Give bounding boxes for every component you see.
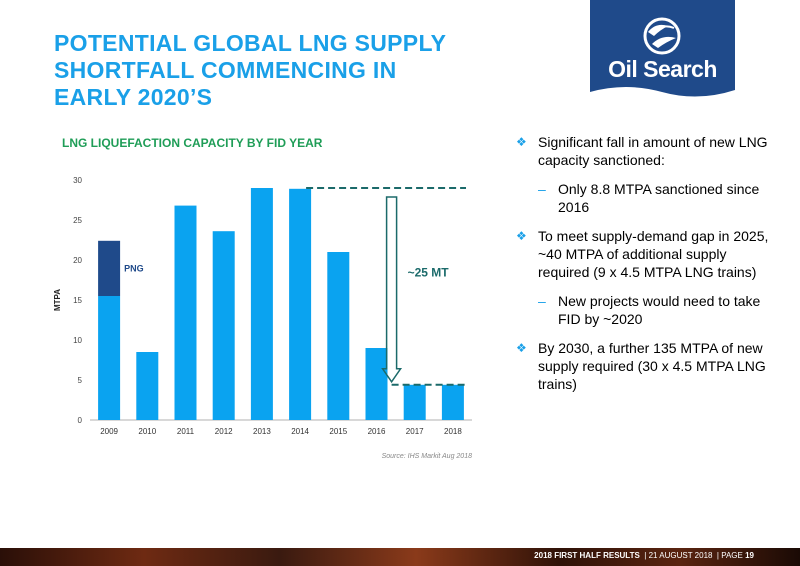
sub-bullet-text: New projects would need to take FID by ~…	[558, 293, 761, 327]
y-tick-label: 15	[73, 296, 82, 305]
x-tick-label: 2010	[138, 427, 156, 436]
y-axis-label: MTPA	[53, 289, 62, 311]
diamond-bullet-icon: ❖	[516, 229, 527, 243]
y-tick-label: 0	[78, 416, 83, 425]
dash-bullet-icon: –	[538, 181, 546, 197]
title-line-1: POTENTIAL GLOBAL LNG SUPPLY	[54, 30, 447, 56]
sub-bullet-text: Only 8.8 MTPA sanctioned since 2016	[558, 181, 760, 215]
bar-2017	[403, 384, 426, 420]
x-tick-label: 2017	[406, 427, 424, 436]
x-tick-label: 2013	[253, 427, 271, 436]
bullet-list: ❖ Significant fall in amount of new LNG c…	[510, 133, 780, 404]
bar-2011	[174, 205, 197, 420]
y-tick-label: 10	[73, 336, 82, 345]
x-tick-label: 2018	[444, 427, 462, 436]
footer-page-number: 19	[745, 551, 754, 560]
sub-bullet-item: – Only 8.8 MTPA sanctioned since 2016	[510, 180, 780, 216]
bar-2014	[289, 188, 312, 420]
oil-search-logo: Oil Search	[590, 0, 735, 104]
y-tick-label: 30	[73, 176, 82, 185]
logo-mark-icon	[590, 17, 735, 104]
bullet-text: To meet supply-demand gap in 2025, ~40 M…	[538, 228, 769, 280]
footer-label: 2018 FIRST HALF RESULTS	[534, 551, 640, 560]
x-tick-label: 2009	[100, 427, 118, 436]
bar-2016	[365, 348, 388, 420]
bullet-item: ❖ To meet supply-demand gap in 2025, ~40 …	[510, 227, 780, 281]
bullet-text: Significant fall in amount of new LNG ca…	[538, 134, 768, 168]
logo-text: Oil Search	[608, 56, 717, 82]
shortfall-arrow-icon	[381, 196, 403, 384]
x-tick-label: 2012	[215, 427, 233, 436]
chart-title: LNG LIQUEFACTION CAPACITY BY FID YEAR	[62, 136, 323, 150]
diamond-bullet-icon: ❖	[516, 135, 527, 149]
x-tick-label: 2015	[329, 427, 347, 436]
sub-bullet-item: – New projects would need to take FID by …	[510, 292, 780, 328]
footer-bar: 2018 FIRST HALF RESULTS | 21 AUGUST 2018…	[0, 548, 800, 566]
title-line-2: SHORTFALL COMMENCING IN	[54, 57, 397, 83]
x-tick-label: 2011	[177, 427, 195, 436]
footer-text: 2018 FIRST HALF RESULTS | 21 AUGUST 2018…	[534, 551, 754, 560]
shortfall-annotation: ~25 MT	[408, 265, 450, 279]
bullet-text: By 2030, a further 135 MTPA of new suppl…	[538, 340, 766, 392]
y-tick-label: 20	[73, 256, 82, 265]
bar-png-2009	[98, 240, 121, 296]
capacity-bar-chart: 0 5 10 15 20 25 30 MTPA 2009 2010 2011 2012 2013 2014…	[53, 176, 473, 460]
png-series-label: PNG	[124, 263, 144, 273]
footer-page-label: PAGE	[721, 551, 743, 560]
bullet-item: ❖ By 2030, a further 135 MTPA of new supp…	[510, 339, 780, 393]
dash-bullet-icon: –	[538, 293, 546, 309]
diamond-bullet-icon: ❖	[516, 341, 527, 355]
bar-2013	[250, 188, 273, 420]
bullet-item: ❖ Significant fall in amount of new LNG c…	[510, 133, 780, 169]
bar-2015	[327, 252, 350, 420]
bar-2009	[98, 296, 121, 420]
bar-2010	[136, 352, 159, 420]
y-tick-label: 25	[73, 216, 82, 225]
y-tick-label: 5	[78, 376, 83, 385]
x-tick-label: 2016	[368, 427, 386, 436]
footer-date: 21 AUGUST 2018	[648, 551, 713, 560]
bar-2018	[441, 384, 464, 420]
title-line-3: EARLY 2020’S	[54, 84, 213, 110]
bar-2012	[212, 231, 235, 420]
page-title: POTENTIAL GLOBAL LNG SUPPLY SHORTFALL CO…	[54, 30, 524, 111]
chart-source: Source: IHS Markit Aug 2018	[382, 453, 473, 460]
x-tick-label: 2014	[291, 427, 309, 436]
